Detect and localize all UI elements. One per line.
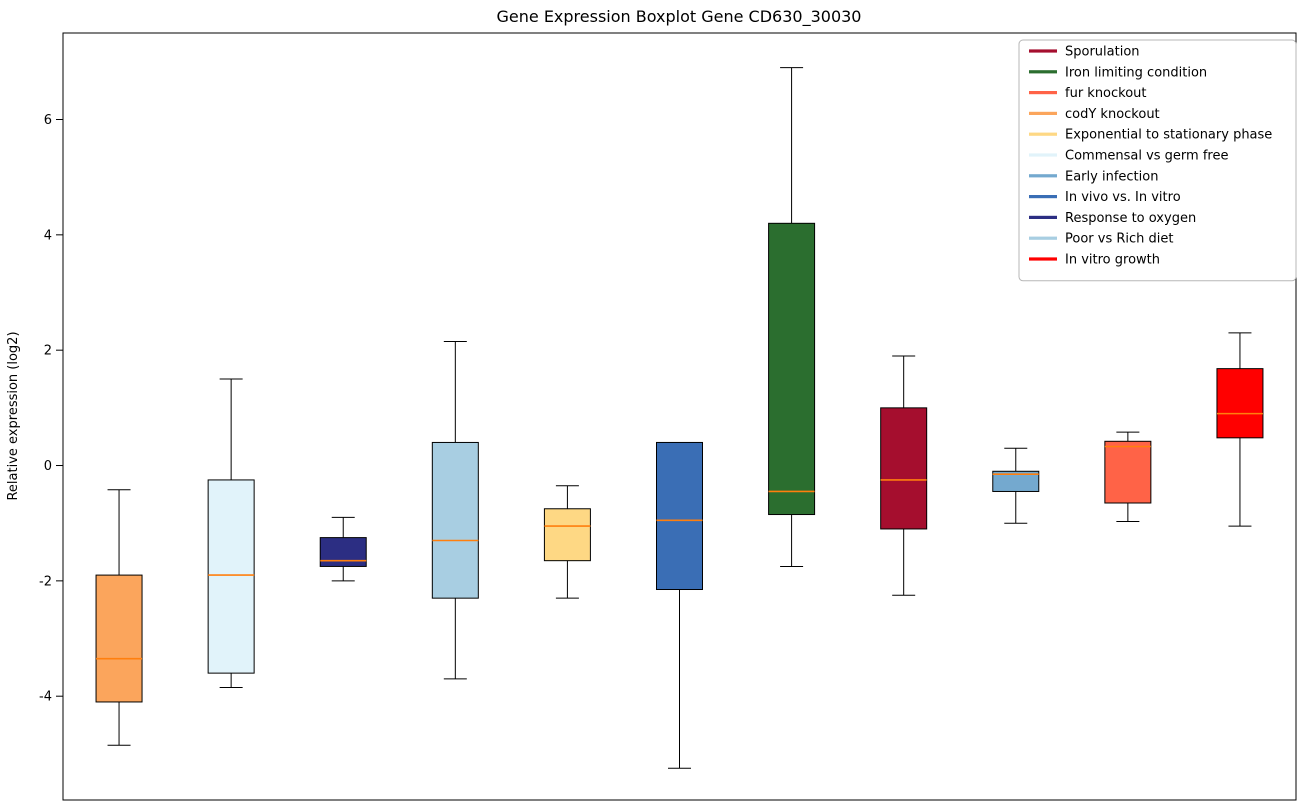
boxplot-group-in-vitro-growth bbox=[1216, 332, 1264, 527]
boxplot-series bbox=[95, 67, 1264, 769]
legend-label: Response to oxygen bbox=[1065, 211, 1196, 226]
legend-swatch bbox=[1029, 91, 1057, 95]
legend-label: Iron limiting condition bbox=[1065, 65, 1207, 80]
y-tick-label: 6 bbox=[44, 113, 52, 128]
boxplot-group-exponential-to-stationary-phase bbox=[543, 485, 591, 599]
boxplot-group-poor-vs-rich-diet bbox=[431, 341, 479, 680]
box bbox=[543, 508, 591, 562]
box bbox=[768, 222, 816, 516]
boxplot-group-sporulation bbox=[880, 355, 928, 596]
box bbox=[880, 407, 928, 530]
legend-box bbox=[1018, 39, 1297, 282]
boxplot-group-early-infection bbox=[992, 447, 1040, 524]
legend-label: Sporulation bbox=[1065, 45, 1140, 60]
legend-swatch bbox=[1029, 215, 1057, 219]
boxplot-group-iron-limiting-condition bbox=[768, 67, 816, 567]
box bbox=[992, 470, 1040, 492]
boxplot-group-fur-knockout bbox=[1104, 431, 1152, 522]
legend-swatch bbox=[1029, 257, 1057, 261]
legend-swatch bbox=[1029, 236, 1057, 240]
legend-swatch bbox=[1029, 132, 1057, 136]
y-tick-label: -4 bbox=[39, 690, 52, 705]
chart-title: Gene Expression Boxplot Gene CD630_30030 bbox=[497, 7, 862, 27]
legend-label: In vivo vs. In vitro bbox=[1065, 190, 1181, 205]
legend-label: fur knockout bbox=[1065, 86, 1147, 101]
box bbox=[1104, 440, 1152, 504]
y-tick-label: 2 bbox=[44, 344, 52, 359]
legend-label: In vitro growth bbox=[1065, 253, 1160, 268]
boxplot-group-commensal-vs-germ-free bbox=[207, 378, 255, 689]
legend-label: Exponential to stationary phase bbox=[1065, 128, 1272, 143]
box bbox=[1216, 368, 1264, 439]
legend: Sporulation Iron limiting condition fur kn… bbox=[1018, 39, 1297, 282]
legend-swatch bbox=[1029, 70, 1057, 74]
box bbox=[95, 574, 143, 703]
legend-swatch bbox=[1029, 153, 1057, 157]
legend-swatch bbox=[1029, 111, 1057, 115]
legend-swatch bbox=[1029, 49, 1057, 53]
y-axis-ticks: -4 -2 0 2 4 6 bbox=[39, 113, 63, 705]
box bbox=[656, 441, 703, 591]
boxplot-group-cody-knockout bbox=[95, 489, 143, 746]
box bbox=[319, 537, 367, 567]
legend-label: codY knockout bbox=[1065, 107, 1160, 122]
legend-label: Poor vs Rich diet bbox=[1065, 232, 1173, 247]
legend-swatch bbox=[1029, 174, 1057, 178]
y-tick-label: 4 bbox=[44, 228, 52, 243]
y-tick-label: 0 bbox=[44, 459, 52, 474]
legend-label: Commensal vs germ free bbox=[1065, 149, 1228, 164]
box bbox=[207, 479, 255, 674]
box bbox=[431, 441, 479, 599]
boxplot-group-response-to-oxygen bbox=[319, 516, 367, 582]
legend-label: Early infection bbox=[1065, 169, 1158, 184]
y-tick-label: -2 bbox=[39, 574, 52, 589]
y-axis-label: Relative expression (log2) bbox=[6, 331, 21, 500]
legend-swatch bbox=[1029, 195, 1057, 199]
boxplot-group-in-vivo-vs-in-vitro bbox=[656, 441, 703, 769]
